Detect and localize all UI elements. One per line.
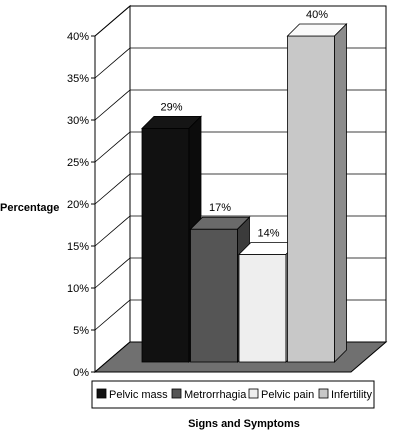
legend-label-pelvic-pain: Pelvic pain [261,389,314,401]
legend-swatch-metrorrhagia [171,388,182,399]
data-label-pelvic-mass: 29% [160,101,182,113]
legend-swatch-pelvic-pain [248,388,259,399]
bars [141,23,348,363]
y-tick-label: 40% [67,31,89,43]
legend: Pelvic mass Metrorrhagia Pelvic pain Infert… [91,380,375,409]
legend-swatch-infertility [318,388,329,399]
x-axis-title: Signs and Symptoms [188,418,300,430]
bar-pelvic-pain-front [238,253,287,363]
y-axis: 0% 5% 10% 15% 20% 25% 30% 35% 40% [67,31,96,379]
bar-metrorrhagia-front [190,228,238,363]
bar-infertility-side [334,23,347,363]
bar-infertility [286,23,348,363]
y-tick-label: 10% [67,283,89,295]
y-tick-label: 30% [67,115,89,127]
legend-swatch-pelvic-mass [96,388,107,399]
data-label-pelvic-pain: 14% [257,227,279,239]
y-tick-label: 35% [67,73,89,85]
gridline [94,5,386,37]
legend-label-metrorrhagia: Metrorrhagia [184,389,247,401]
data-label-metrorrhagia: 17% [209,202,231,214]
legend-label-pelvic-mass: Pelvic mass [109,389,168,401]
y-tick-label: 15% [67,241,89,253]
data-label-infertility: 40% [306,9,328,21]
bar-pelvic-mass [141,115,202,363]
y-tick-label: 0% [73,367,89,379]
y-axis-title: Percentage [0,202,59,214]
y-tick-label: 20% [67,199,89,211]
data-labels: 29% 17% 14% 40% [160,9,328,239]
bar-infertility-front [287,35,335,363]
y-tick-label: 5% [73,325,89,337]
y-tick-label: 25% [67,157,89,169]
bar-pelvic-mass-front [141,127,190,363]
legend-label-infertility: Infertility [331,389,372,401]
